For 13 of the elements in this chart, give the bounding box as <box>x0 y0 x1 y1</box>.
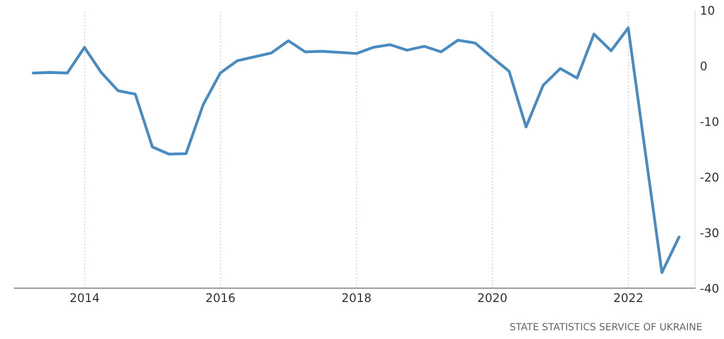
y-tick-label: -10 <box>700 117 718 126</box>
x-tick-label: 2022 <box>614 293 642 302</box>
x-tick-label: 2018 <box>342 293 371 302</box>
text: STATE STATISTICS SERVICE OF UKRAINE <box>510 322 702 330</box>
y-tick-label: 10 <box>701 6 714 15</box>
x-tick-label: 2014 <box>70 293 99 302</box>
y-tick-label: -20 <box>700 172 718 182</box>
y-tick-label: -40 <box>700 284 718 293</box>
line-series <box>32 26 680 274</box>
y-tick-label: -30 <box>700 228 718 238</box>
x-tick-label: 2020 <box>478 293 507 302</box>
x-tick-label: 2016 <box>206 293 235 302</box>
y-tick-label: 0 <box>700 61 707 70</box>
